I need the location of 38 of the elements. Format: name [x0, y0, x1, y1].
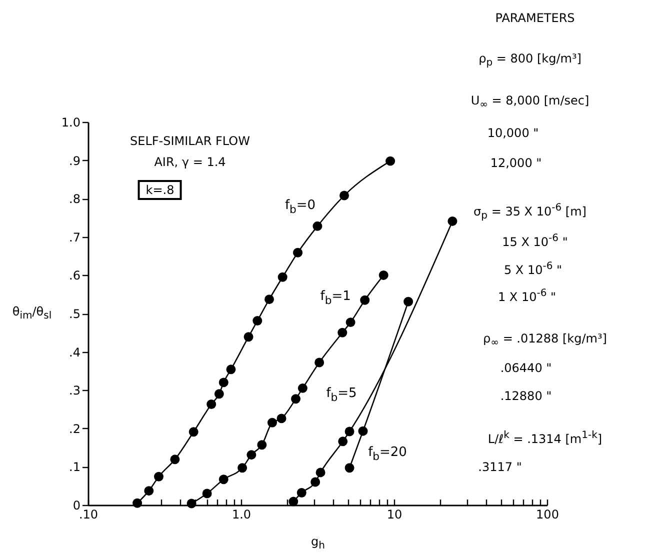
series-label: f$_{b}$=1	[320, 290, 351, 308]
annotation: .06440 "	[500, 361, 552, 375]
annotation: .3117 "	[478, 460, 522, 474]
annotation: ρ$_{∞}$ = .01288 [kg/m³]	[483, 331, 607, 349]
annotation: 10,000 "	[487, 126, 539, 140]
text: ρ$_{p}$ = 800 [kg/m³]	[478, 51, 582, 69]
series-label: f$_{b}$=20	[368, 445, 407, 463]
y-tick-label: .2	[69, 422, 80, 436]
text: PARAMETERS	[495, 11, 575, 25]
annotation: 1 X 10$^{-6}$ "	[498, 288, 556, 304]
series-label: f$_{b}$=5	[326, 386, 357, 404]
y-tick-label: .3	[69, 384, 80, 398]
y-tick-label: .8	[69, 192, 80, 206]
y-tick-label: .4	[69, 345, 80, 360]
y-axis-title: θ$_{im}$/θ$_{sl}$	[12, 304, 52, 322]
annotation: 5 X 10$^{-6}$ "	[504, 261, 562, 277]
y-tick-label: .5	[69, 307, 80, 321]
x-tick-label: 10	[386, 508, 402, 522]
y-tick-label: .7	[69, 230, 80, 244]
series-label: f$_{b}$=0	[284, 198, 316, 216]
y-tick-label: 0	[72, 498, 80, 512]
annotation: k=.8	[138, 180, 182, 200]
x-tick-label: 1.0	[232, 508, 252, 522]
annotation: L/ℓ$^{k}$ = .1314 [m$^{1-k}$]	[488, 430, 602, 446]
y-tick-label: .1	[69, 460, 80, 474]
text: U$_{∞}$ = 8,000 [m/sec]	[470, 93, 590, 111]
text: SELF-SIMILAR FLOW	[130, 134, 250, 148]
x-axis-title: g$_{h}$	[311, 534, 325, 552]
annotation: 12,000 "	[490, 156, 542, 170]
y-tick-label: .6	[69, 268, 80, 283]
y-tick-label: 1.0	[61, 116, 80, 130]
annotation: .12880 "	[500, 389, 552, 403]
annotation: 15 X 10$^{-6}$ "	[502, 233, 568, 249]
y-tick-label: .9	[69, 154, 80, 168]
text: AIR, γ = 1.4	[154, 155, 226, 169]
annotation: σ$_{p}$ = 35 X 10$^{-6}$ [m]	[474, 202, 586, 222]
x-tick-label: .10	[78, 508, 98, 522]
x-tick-label: 100	[536, 508, 559, 522]
